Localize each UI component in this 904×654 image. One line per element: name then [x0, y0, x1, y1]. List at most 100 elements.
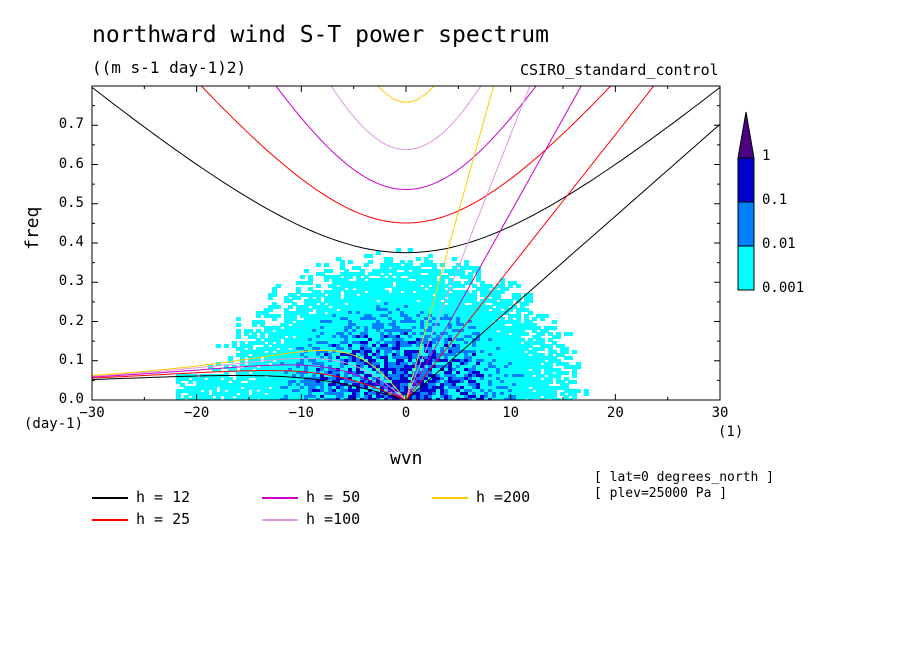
heat-cell [496, 293, 501, 297]
heat-cell [328, 344, 333, 348]
heat-cell [440, 374, 445, 378]
heat-cell [364, 338, 369, 342]
heat-cell [268, 368, 273, 372]
heat-cell [524, 356, 529, 360]
heat-cell [432, 380, 437, 384]
heat-cell [300, 392, 305, 396]
heat-cell [540, 398, 545, 400]
heat-cell [292, 311, 297, 315]
heat-cell [336, 305, 341, 309]
heat-cell [476, 308, 481, 312]
heat-cell [444, 350, 449, 354]
heat-cell [276, 341, 281, 345]
heat-cell [512, 368, 517, 372]
heat-cell [380, 341, 385, 345]
heat-cell [200, 395, 205, 399]
heat-cell [508, 344, 513, 348]
heat-cell [536, 326, 541, 330]
heat-cell [544, 392, 549, 396]
colorbar-label: 0.01 [762, 236, 796, 252]
heat-cell [312, 338, 317, 342]
heat-cell [376, 290, 381, 294]
heat-cell [388, 278, 393, 282]
heat-cell [488, 353, 493, 357]
heat-cell [404, 311, 409, 315]
heat-cell [256, 350, 261, 354]
heat-cell [412, 359, 417, 363]
heat-cell [304, 308, 309, 312]
heat-cell [304, 338, 309, 342]
heat-cell [516, 371, 521, 375]
heat-cell [376, 344, 381, 348]
heat-cell [536, 395, 541, 399]
heat-cell [356, 311, 361, 315]
heat-cell [424, 257, 429, 261]
heat-cell [540, 344, 545, 348]
heat-cell [348, 326, 353, 330]
heat-cell [260, 365, 265, 369]
heat-cell [500, 278, 505, 282]
heat-cell [312, 320, 317, 324]
heat-cell [424, 341, 429, 345]
heat-cell [332, 335, 337, 339]
heat-cell [404, 338, 409, 342]
heat-cell [228, 392, 233, 396]
heat-cell [508, 284, 513, 288]
heat-cell [284, 392, 289, 396]
heat-cell [276, 329, 281, 333]
heat-cell [420, 332, 425, 336]
heat-cell [304, 344, 309, 348]
heat-cell [336, 257, 341, 261]
heat-cell [360, 356, 365, 360]
heat-cell [472, 356, 477, 360]
heat-cell [264, 311, 269, 315]
heat-cell [424, 332, 429, 336]
heat-cell [392, 377, 397, 381]
heat-cell [244, 398, 249, 400]
heat-cell [360, 311, 365, 315]
heat-cell [540, 380, 545, 384]
heat-cell [344, 326, 349, 330]
heat-cell [336, 362, 341, 366]
heat-cell [484, 347, 489, 351]
heat-cell [320, 335, 325, 339]
heat-cell [492, 335, 497, 339]
heat-cell [316, 359, 321, 363]
heat-cell [416, 272, 421, 276]
heat-cell [428, 302, 433, 306]
heat-cell [276, 335, 281, 339]
heat-cell [404, 305, 409, 309]
heat-cell [424, 338, 429, 342]
heat-cell [452, 269, 457, 273]
heat-cell [404, 323, 409, 327]
heat-cell [428, 272, 433, 276]
heat-cell [368, 356, 373, 360]
colorbar-segment [737, 201, 755, 247]
heat-cell [220, 380, 225, 384]
heat-cell [572, 392, 577, 396]
heat-cell [512, 380, 517, 384]
heat-cell [320, 302, 325, 306]
heat-cell [428, 254, 433, 258]
heat-cell [356, 278, 361, 282]
heat-cell [264, 326, 269, 330]
heat-cell [500, 311, 505, 315]
heat-cell [384, 269, 389, 273]
heat-cell [516, 296, 521, 300]
heat-cell [304, 320, 309, 324]
heat-cell [360, 302, 365, 306]
heat-cell [308, 395, 313, 399]
heat-cell [360, 365, 365, 369]
heat-cell [308, 344, 313, 348]
heat-cell [264, 329, 269, 333]
heat-cell [396, 314, 401, 318]
heat-cell [476, 395, 481, 399]
heat-cell [252, 392, 257, 396]
heat-cell [492, 344, 497, 348]
heat-cell [304, 329, 309, 333]
heat-cell [424, 284, 429, 288]
heat-cell [500, 281, 505, 285]
heat-cell [416, 362, 421, 366]
heat-cell [396, 326, 401, 330]
heat-cell [304, 383, 309, 387]
